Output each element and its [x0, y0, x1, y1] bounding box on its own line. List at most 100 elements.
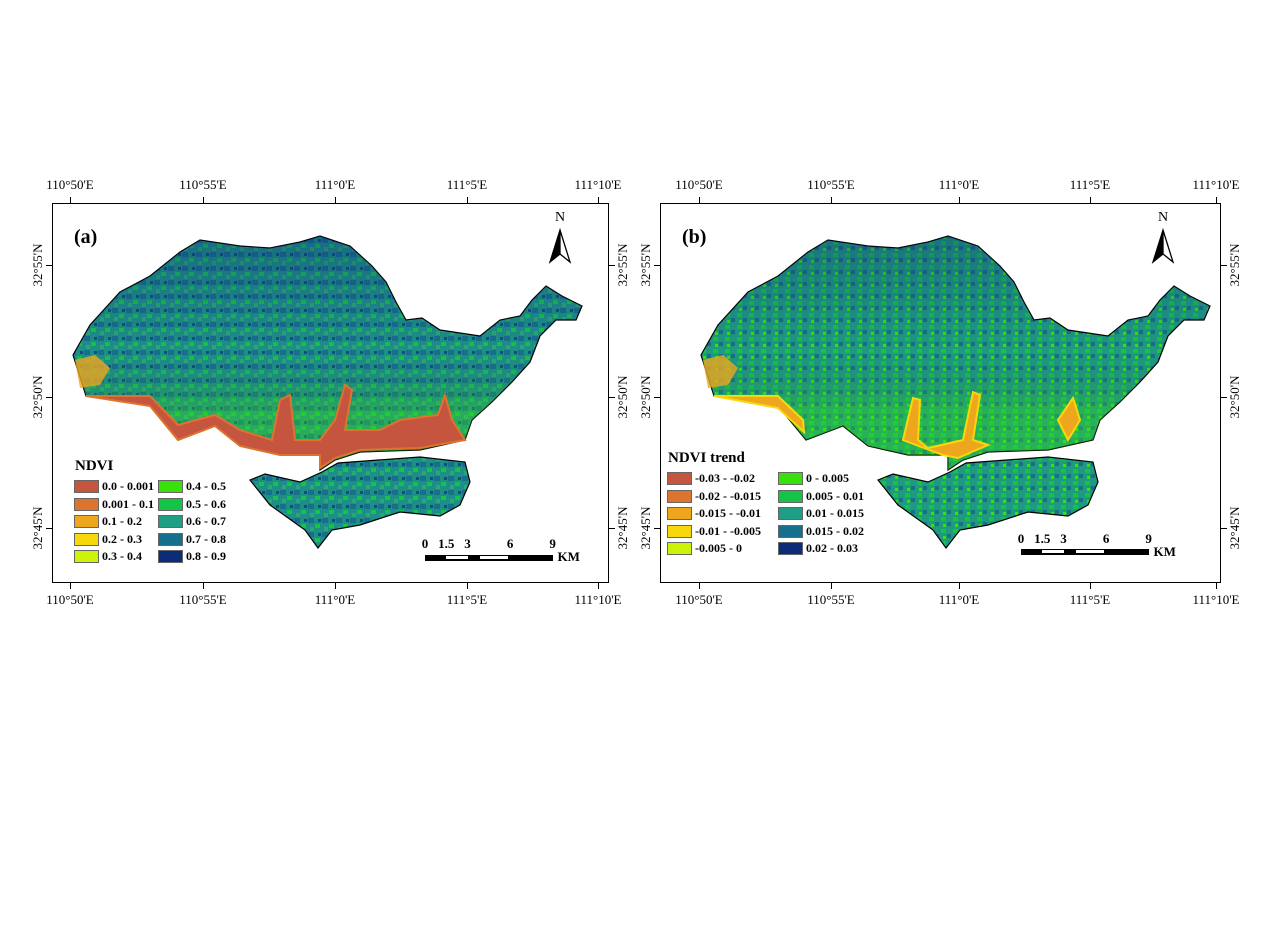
lon-tick-label-top: 110°50'E — [46, 177, 94, 192]
scale-bar-segment — [1042, 550, 1064, 553]
lat-tick-mark — [1221, 265, 1227, 266]
lat-tick-label-left: 32°45'N — [638, 506, 653, 550]
lat-tick-mark — [609, 397, 615, 398]
panel-a-frame — [52, 203, 609, 583]
legend-label: -0.015 - -0.01 — [695, 506, 761, 520]
lat-tick-label-right: 32°50'N — [1227, 375, 1242, 419]
lon-tick-label-top: 110°50'E — [675, 177, 723, 192]
lon-tick-mark — [959, 197, 960, 203]
lon-tick-label-top: 111°10'E — [1192, 177, 1240, 192]
lon-tick-mark — [1216, 197, 1217, 203]
lon-tick-mark — [1090, 197, 1091, 203]
lon-tick-mark — [1216, 583, 1217, 589]
legend-title: NDVI — [75, 458, 114, 474]
legend-label: 0.5 - 0.6 — [186, 496, 226, 511]
lon-tick-mark — [831, 197, 832, 203]
legend-item: -0.03 - -0.02 — [667, 471, 755, 486]
legend-swatch — [158, 550, 183, 563]
legend-swatch — [778, 489, 803, 503]
legend-swatch — [778, 524, 803, 538]
legend-item: 0.01 - 0.015 — [778, 506, 864, 521]
legend-swatch — [158, 497, 183, 511]
lat-tick-label-right: 32°45'N — [1227, 506, 1242, 550]
legend-swatch — [778, 472, 803, 485]
lon-tick-mark — [699, 583, 700, 589]
legend-item: 0.6 - 0.7 — [158, 514, 226, 529]
scale-bar — [425, 555, 553, 561]
legend-label: 0.1 - 0.2 — [102, 514, 142, 528]
lat-tick-mark — [609, 265, 615, 266]
legend-label: 0.8 - 0.9 — [186, 549, 226, 563]
legend-item: 0.0 - 0.001 — [74, 479, 154, 494]
lat-tick-label-left: 32°45'N — [30, 506, 45, 550]
legend-label: 0.7 - 0.8 — [186, 531, 226, 546]
legend-swatch — [667, 507, 692, 520]
lon-tick-mark — [467, 583, 468, 589]
scale-bar-segment — [1075, 550, 1105, 553]
legend-swatch — [74, 515, 99, 528]
legend-swatch — [158, 515, 183, 528]
scale-bar — [1021, 549, 1149, 555]
scale-bar-label: 0 — [421, 536, 429, 551]
legend-item: 0.5 - 0.6 — [158, 497, 226, 512]
legend-item: 0 - 0.005 — [778, 471, 849, 486]
legend-label: 0.3 - 0.4 — [102, 549, 142, 563]
lon-tick-mark — [467, 197, 468, 203]
scale-bar-label: 9 — [1145, 531, 1152, 546]
legend-item: -0.02 - -0.015 — [667, 489, 761, 504]
legend-item: 0.005 - 0.01 — [778, 489, 864, 504]
lon-tick-mark — [598, 197, 599, 203]
north-arrow-label: N — [1158, 210, 1169, 225]
north-arrow-fill — [1153, 230, 1163, 262]
legend-label: 0.01 - 0.015 — [806, 506, 864, 520]
panel-label: (a) — [74, 226, 98, 248]
legend-item: 0.001 - 0.1 — [74, 497, 154, 512]
lat-tick-mark — [1221, 397, 1227, 398]
legend-label: -0.03 - -0.02 — [695, 471, 755, 485]
legend-item: 0.1 - 0.2 — [74, 514, 142, 529]
scale-bar-segment — [446, 556, 468, 559]
lon-tick-label-top: 111°5'E — [1069, 177, 1111, 192]
legend-label: 0.02 - 0.03 — [806, 541, 858, 555]
legend-swatch — [667, 542, 692, 555]
low-value-west-zone — [75, 355, 110, 388]
legend-item: -0.005 - 0 — [667, 541, 742, 556]
legend-label: -0.01 - -0.005 — [695, 523, 761, 538]
legend-label: 0 - 0.005 — [806, 471, 849, 485]
lat-tick-label-right: 32°50'N — [615, 375, 630, 419]
legend-item: 0.015 - 0.02 — [778, 524, 864, 539]
low-value-west-zone — [703, 355, 738, 388]
scale-bar-label: 3 — [1060, 531, 1067, 546]
legend-item: 0.2 - 0.3 — [74, 532, 142, 547]
legend-title: NDVI trend — [668, 450, 745, 466]
lon-tick-label-bottom: 110°50'E — [675, 592, 723, 607]
legend-label: 0.2 - 0.3 — [102, 531, 142, 546]
scale-bar-label: 6 — [1102, 531, 1110, 546]
low-value-river-zone — [713, 390, 1082, 460]
legend-label: 0.6 - 0.7 — [186, 514, 226, 528]
vegetation-gradient — [73, 236, 582, 470]
legend-swatch — [667, 524, 692, 538]
lon-tick-label-top: 111°0'E — [314, 177, 356, 192]
legend-item: 0.02 - 0.03 — [778, 541, 858, 556]
lon-tick-mark — [335, 197, 336, 203]
scale-bar-label: 1.5 — [438, 536, 455, 551]
lon-tick-mark — [699, 197, 700, 203]
scale-bar-label: 6 — [506, 536, 514, 551]
scale-bar-label: 1.5 — [1034, 531, 1051, 546]
north-arrow-label: N — [555, 210, 566, 225]
legend-swatch — [667, 472, 692, 485]
lon-tick-label-bottom: 111°5'E — [1069, 592, 1111, 607]
lon-tick-label-bottom: 111°10'E — [1192, 592, 1240, 607]
lat-tick-mark — [654, 397, 660, 398]
lat-tick-mark — [46, 397, 52, 398]
legend-swatch — [778, 542, 803, 555]
lat-tick-label-right: 32°55'N — [1227, 243, 1242, 287]
legend-item: 0.8 - 0.9 — [158, 549, 226, 564]
scale-bar-label: 0 — [1017, 531, 1025, 546]
legend-swatch — [74, 480, 99, 493]
lat-tick-mark — [46, 528, 52, 529]
legend-label: 0.015 - 0.02 — [806, 523, 864, 538]
lon-tick-mark — [1090, 583, 1091, 589]
